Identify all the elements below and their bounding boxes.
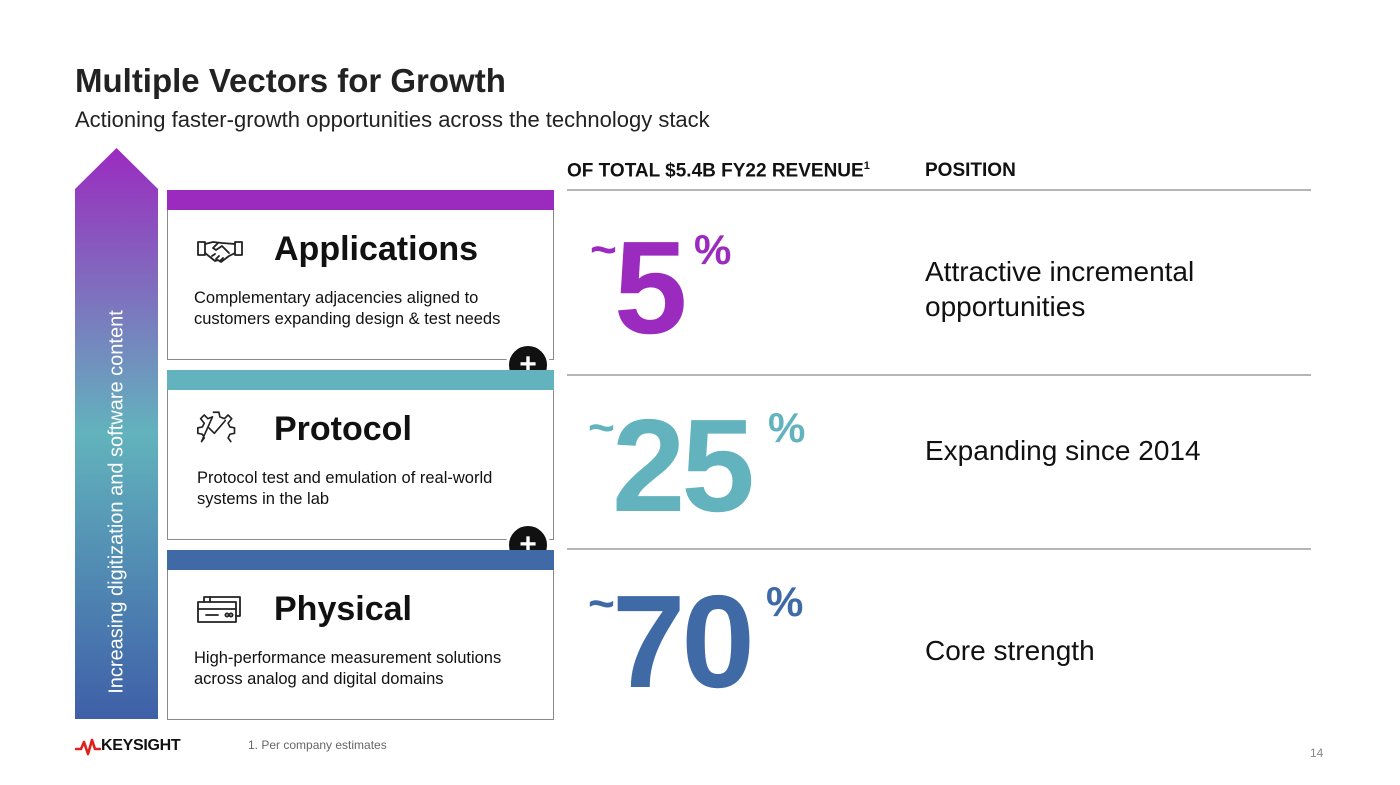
gear-check-icon xyxy=(197,411,236,443)
divider xyxy=(567,374,1311,376)
handshake-icon xyxy=(197,241,243,263)
position-applications: Attractive incremental opportunities xyxy=(925,256,1195,322)
stat-tilde: ~ xyxy=(588,401,615,453)
card-applications: Applications Complementary adjacencies a… xyxy=(167,190,554,387)
stat-value-protocol: 25 xyxy=(612,392,755,539)
stat-pct: % xyxy=(766,578,804,625)
stat-tilde: ~ xyxy=(590,223,617,275)
card-physical: Physical High-performance measurement so… xyxy=(167,550,554,720)
position-physical: Core strength xyxy=(925,635,1095,666)
position-header: POSITION xyxy=(925,160,1016,181)
card-bar-protocol xyxy=(167,370,554,390)
page-subtitle: Actioning faster-growth opportunities ac… xyxy=(75,107,710,132)
card-bar-applications xyxy=(167,190,554,210)
stat-pct: % xyxy=(768,404,806,451)
page-number: 14 xyxy=(1310,746,1324,760)
stat-pct: % xyxy=(694,226,732,273)
card-title-protocol: Protocol xyxy=(274,410,412,448)
card-description-physical: High-performance measurement solutions a… xyxy=(194,649,502,688)
stat-value-physical: 70 xyxy=(612,568,755,715)
divider xyxy=(567,189,1311,191)
revenue-header-text: OF TOTAL $5.4B FY22 REVENUE xyxy=(567,160,864,182)
card-title-physical: Physical xyxy=(274,590,412,628)
footnote: 1. Per company estimates xyxy=(248,738,387,752)
keysight-logo-icon xyxy=(75,738,101,756)
card-description-protocol: Protocol test and emulation of real-worl… xyxy=(197,469,493,508)
card-bar-physical xyxy=(167,550,554,570)
revenue-header: OF TOTAL $5.4B FY22 REVENUE1 xyxy=(567,160,870,182)
growth-arrow xyxy=(75,148,158,719)
card-title-applications: Applications xyxy=(274,230,479,268)
logo-text: KEYSIGHT xyxy=(101,737,181,754)
stat-value-applications: 5 xyxy=(614,214,687,361)
stat-tilde: ~ xyxy=(588,577,615,629)
arrow-label: Increasing digitization and software con… xyxy=(105,310,127,694)
card-protocol: Protocol Protocol test and emulation of … xyxy=(167,370,554,567)
footnote-ref: 1 xyxy=(863,160,870,172)
page-title: Multiple Vectors for Growth xyxy=(75,62,506,99)
instrument-icon xyxy=(197,596,241,623)
position-protocol: Expanding since 2014 xyxy=(925,435,1201,466)
card-description-applications: Complementary adjacencies aligned to cus… xyxy=(194,289,501,328)
divider xyxy=(567,548,1311,550)
